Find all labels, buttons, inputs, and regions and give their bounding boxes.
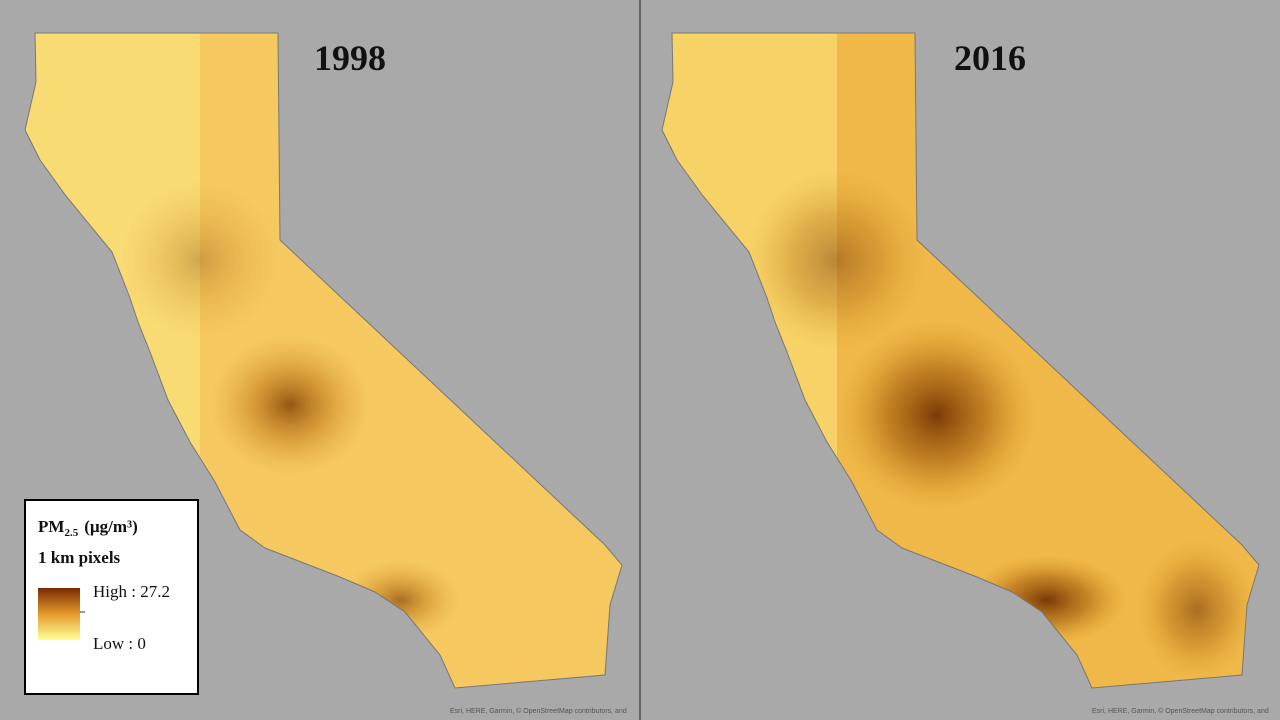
legend-box <box>24 499 199 695</box>
attribution: Esri, HERE, Garmin, © OpenStreetMap cont… <box>450 707 627 715</box>
panel-title: 2016 <box>954 38 1026 78</box>
legend-low: Low : 0 <box>93 634 146 653</box>
panel-title: 1998 <box>314 38 386 78</box>
legend: PM2.5 (µg/m³) 1 km pixels High : 27.2 Low… <box>24 499 199 695</box>
legend-subtitle: 1 km pixels <box>38 548 121 567</box>
legend-high: High : 27.2 <box>93 582 170 601</box>
legend-title: PM2.5 (µg/m³) <box>38 517 138 539</box>
legend-title-main: PM <box>38 517 64 536</box>
legend-title-units: (µg/m³) <box>84 517 138 536</box>
attribution: Esri, HERE, Garmin, © OpenStreetMap cont… <box>1092 707 1269 715</box>
legend-swatch <box>38 588 80 640</box>
legend-title-sub: 2.5 <box>64 527 78 539</box>
